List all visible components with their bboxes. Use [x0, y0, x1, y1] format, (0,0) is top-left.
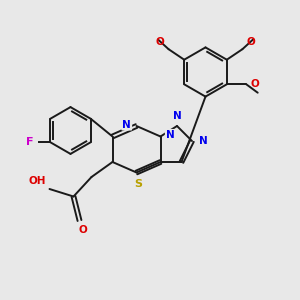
- Text: N: N: [122, 119, 131, 130]
- Text: OH: OH: [29, 176, 46, 186]
- Text: F: F: [26, 137, 33, 147]
- Text: O: O: [247, 37, 256, 47]
- Text: N: N: [166, 130, 175, 140]
- Text: N: N: [172, 111, 182, 121]
- Text: N: N: [199, 136, 207, 146]
- Text: O: O: [78, 225, 87, 235]
- Text: O: O: [155, 37, 164, 47]
- Text: O: O: [251, 79, 260, 89]
- Text: S: S: [134, 179, 142, 189]
